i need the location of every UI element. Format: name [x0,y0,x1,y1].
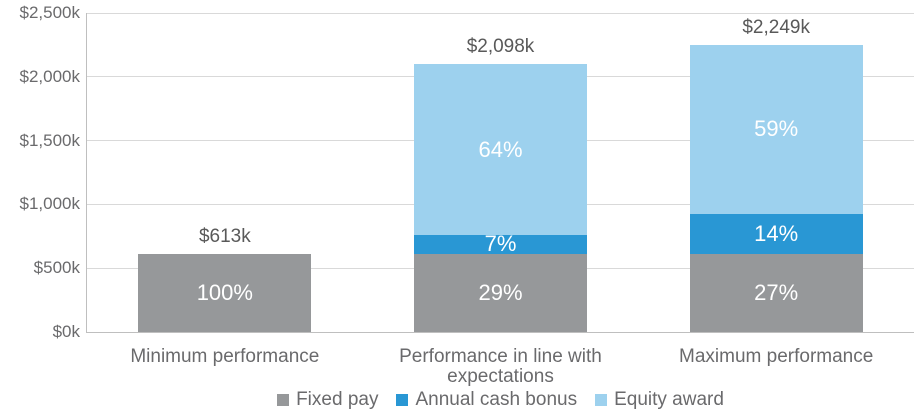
legend-item-fixed-pay: Fixed pay [277,389,378,411]
bar-segment-fixed-pay [689,253,863,332]
bar-total-label: $2,098k [466,36,535,58]
legend-label: Fixed pay [296,389,379,410]
y-axis-tick-label: $0k [52,322,80,341]
segment-percent-label: 29% [478,279,523,305]
category-label: Maximum performance [679,346,874,367]
segment-percent-label: 27% [754,279,799,305]
legend-swatch-annual-cash-bonus [396,394,409,406]
segment-percent-label: 14% [754,220,799,246]
category-label: Minimum performance [130,346,320,367]
bar-total-label: $613k [198,225,251,247]
y-axis-tick-label: $500k [33,258,80,278]
x-axis-line [86,332,914,333]
y-axis-tick-label: $1,000k [19,194,81,214]
bar-total-label: $2,249k [742,17,810,39]
y-axis-tick-label: $2,000k [19,66,81,86]
segment-percent-label: 7% [484,231,517,257]
category-label: Performance in line with expectations [399,346,602,387]
segment-percent-label: 100% [196,279,253,305]
segment-percent-label: 64% [478,136,523,162]
gridline [87,12,914,14]
y-axis-line [86,13,87,332]
y-axis-tick-label: $1,500k [19,130,81,150]
legend-item-equity-award: Equity award [595,389,724,411]
chart-legend: Fixed pay Annual cash bonus Equity award [87,389,914,411]
legend-label: Annual cash bonus [415,389,578,410]
segment-percent-label: 59% [754,116,799,142]
y-axis-tick-label: $2,500k [19,3,81,22]
bar-segment-equity-award [689,45,863,214]
bar-segment-fixed-pay [138,253,312,332]
bar-segment-annual-cash-bonus [414,235,587,254]
bar-segment-fixed-pay [414,253,587,332]
legend-swatch-fixed-pay [277,394,290,406]
legend-item-annual-cash-bonus: Annual cash bonus [396,389,577,411]
legend-swatch-equity-award [595,394,608,406]
legend-label: Equity award [614,389,724,410]
bar-segment-annual-cash-bonus [689,213,863,254]
bar-segment-equity-award [414,64,587,235]
